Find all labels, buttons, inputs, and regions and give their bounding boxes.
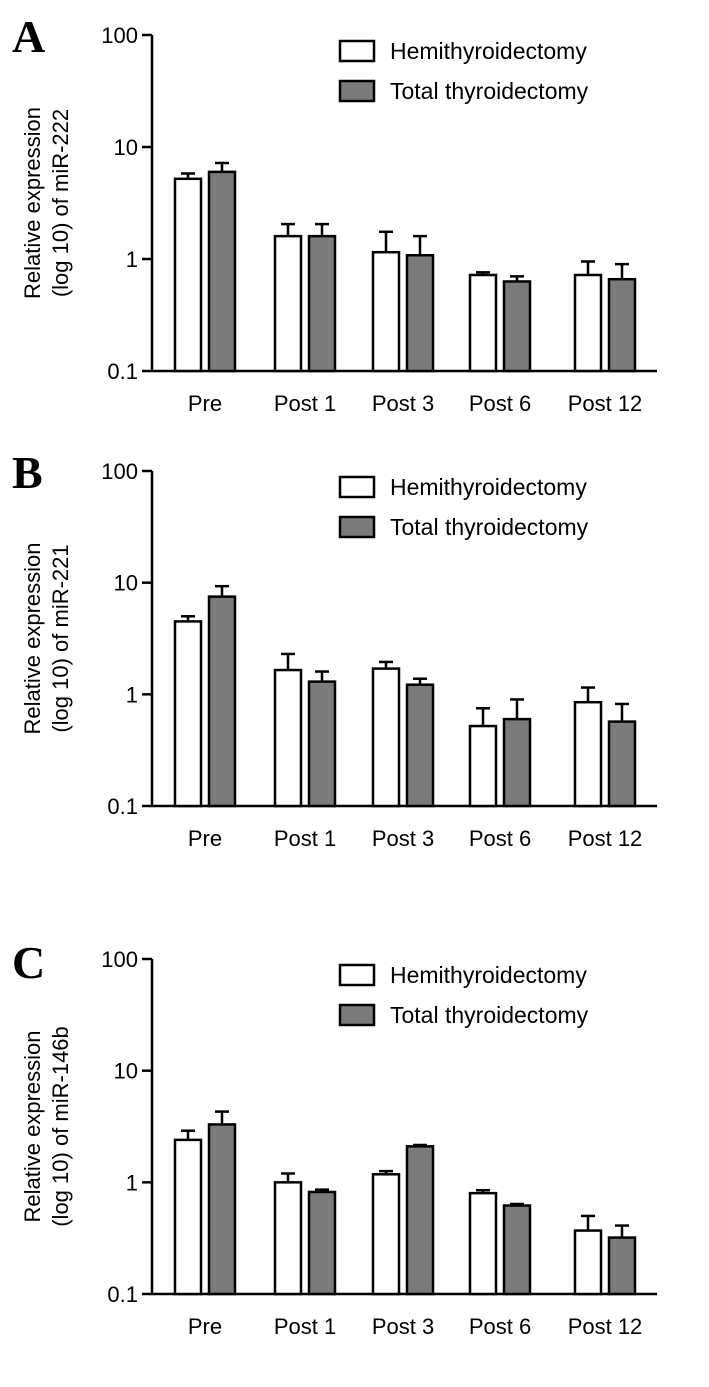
bar-hemithyroidectomy [273, 668, 303, 808]
x-tick-label: Post 12 [568, 826, 643, 851]
x-tick-label: Post 3 [372, 826, 434, 851]
x-tick-label: Post 6 [469, 391, 531, 416]
bar-total-thyroidectomy [307, 680, 337, 808]
panel-c: C Relative expression (log 10) of miR-146b… [12, 937, 657, 1339]
x-tick-label: Post 1 [274, 1314, 336, 1339]
y-axis-label: (log 10) of miR-221 [48, 544, 73, 732]
y-tick-label: 0.1 [107, 359, 138, 384]
legend-swatch [338, 963, 376, 987]
bar-hemithyroidectomy [273, 1181, 303, 1296]
x-tick-label: Post 12 [568, 391, 643, 416]
y-tick-label: 1 [126, 1170, 138, 1195]
panel-b: B Relative expression (log 10) of miR-221 0… [12, 447, 657, 851]
y-tick-label: 100 [101, 947, 138, 972]
x-tick-label: Post 3 [372, 391, 434, 416]
bar-total-thyroidectomy [207, 595, 237, 808]
y-tick-label: 10 [114, 135, 138, 160]
legend-swatch [338, 515, 376, 539]
bar-hemithyroidectomy [468, 273, 498, 373]
bar-hemithyroidectomy [273, 234, 303, 373]
bar-total-thyroidectomy [405, 254, 435, 373]
legend-swatch [338, 79, 376, 103]
bar-hemithyroidectomy [371, 1173, 401, 1296]
bar-total-thyroidectomy [207, 1123, 237, 1296]
bar-total-thyroidectomy [405, 683, 435, 808]
bar-total-thyroidectomy [307, 1190, 337, 1296]
y-tick-label: 1 [126, 682, 138, 707]
bar-total-thyroidectomy [607, 1236, 637, 1296]
bar-total-thyroidectomy [405, 1145, 435, 1296]
bar-total-thyroidectomy [307, 234, 337, 373]
y-axis-label: (log 10) of miR-146b [48, 1026, 73, 1227]
bar-total-thyroidectomy [607, 277, 637, 373]
y-tick-label: 0.1 [107, 794, 138, 819]
legend-swatch [338, 1003, 376, 1027]
x-tick-label: Post 3 [372, 1314, 434, 1339]
x-tick-label: Post 12 [568, 1314, 643, 1339]
bar-hemithyroidectomy [173, 177, 203, 373]
bar-hemithyroidectomy [573, 1229, 603, 1296]
x-tick-label: Pre [188, 391, 222, 416]
legend-label: Hemithyroidectomy [390, 962, 587, 988]
legend-label: Total thyroidectomy [390, 78, 589, 104]
bar-hemithyroidectomy [371, 250, 401, 373]
panel-letter: C [12, 937, 45, 988]
bar-total-thyroidectomy [502, 717, 532, 808]
x-tick-label: Post 1 [274, 826, 336, 851]
x-tick-label: Post 1 [274, 391, 336, 416]
y-tick-label: 100 [101, 23, 138, 48]
x-tick-label: Pre [188, 1314, 222, 1339]
bar-total-thyroidectomy [502, 1204, 532, 1296]
legend-label: Total thyroidectomy [390, 514, 589, 540]
bar-hemithyroidectomy [468, 1191, 498, 1296]
x-tick-label: Post 6 [469, 1314, 531, 1339]
legend-label: Total thyroidectomy [390, 1002, 589, 1028]
legend-swatch [338, 475, 376, 499]
y-axis-label: Relative expression [20, 543, 45, 735]
bar-hemithyroidectomy [573, 273, 603, 373]
y-tick-label: 10 [114, 571, 138, 596]
x-tick-label: Pre [188, 826, 222, 851]
bar-hemithyroidectomy [371, 667, 401, 808]
bar-hemithyroidectomy [468, 724, 498, 808]
bar-total-thyroidectomy [502, 280, 532, 373]
bar-total-thyroidectomy [607, 720, 637, 808]
panel-letter: B [12, 447, 43, 498]
legend-label: Hemithyroidectomy [390, 38, 587, 64]
y-tick-label: 1 [126, 247, 138, 272]
bar-total-thyroidectomy [207, 170, 237, 373]
bar-hemithyroidectomy [173, 620, 203, 808]
panel-a: A Relative expression (log 10) of miR-222 0… [12, 11, 657, 416]
y-tick-label: 10 [114, 1059, 138, 1084]
x-tick-label: Post 6 [469, 826, 531, 851]
y-axis-label: Relative expression [20, 1031, 45, 1223]
legend-label: Hemithyroidectomy [390, 474, 587, 500]
bar-hemithyroidectomy [573, 700, 603, 808]
y-tick-label: 0.1 [107, 1282, 138, 1307]
y-axis-label: Relative expression [20, 107, 45, 299]
legend-swatch [338, 39, 376, 63]
panel-letter: A [12, 11, 45, 62]
bar-hemithyroidectomy [173, 1138, 203, 1296]
y-tick-label: 100 [101, 459, 138, 484]
y-axis-label: (log 10) of miR-222 [48, 109, 73, 297]
